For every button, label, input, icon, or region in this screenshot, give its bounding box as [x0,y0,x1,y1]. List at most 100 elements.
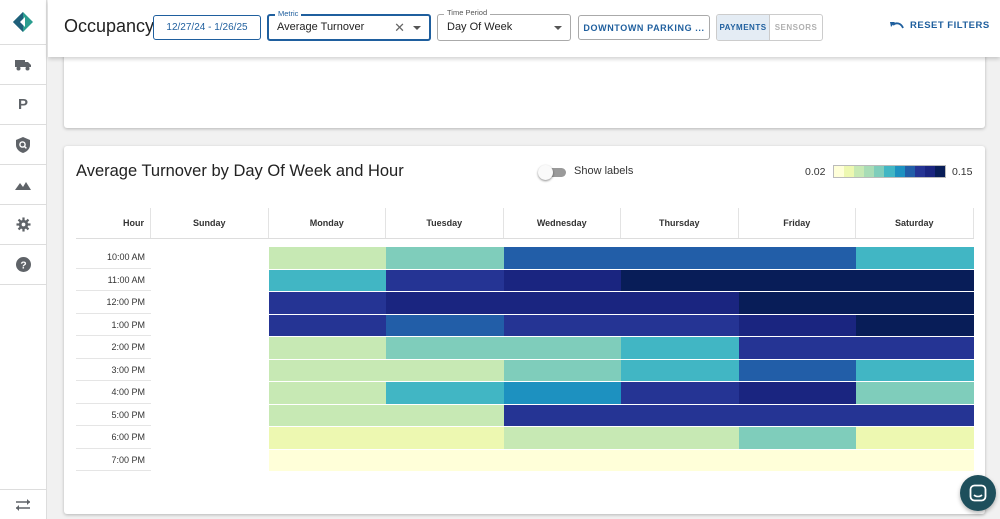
heatmap-cell[interactable] [503,449,621,471]
heatmap-cell[interactable] [386,292,504,314]
heatmap-cell[interactable] [151,337,269,359]
sidebar-item-fleet[interactable] [0,45,46,85]
heatmap-cell[interactable] [856,427,974,449]
heatmap-cell[interactable] [151,314,269,336]
heatmap-cell[interactable] [621,292,739,314]
heatmap-cell[interactable] [621,247,739,269]
location-button[interactable]: DOWNTOWN PARKING ... [578,15,710,40]
chat-button[interactable] [960,475,996,511]
heatmap-cell[interactable] [151,359,269,381]
heatmap-cell[interactable] [151,292,269,314]
heatmap-cell[interactable] [621,314,739,336]
heatmap-cell[interactable] [386,404,504,426]
legend-swatch [904,166,915,177]
heatmap-cell[interactable] [503,404,621,426]
sidebar-item-settings[interactable] [0,205,46,245]
toggle-payments[interactable]: PAYMENTS [717,15,770,40]
toggle-sensors[interactable]: SENSORS [774,23,818,32]
heatmap-cell[interactable] [738,247,856,269]
sidebar-collapse-button[interactable] [0,489,46,519]
heatmap-cell[interactable] [621,404,739,426]
chevron-down-icon[interactable] [554,26,562,30]
heatmap-cell[interactable] [856,269,974,291]
heatmap-cell[interactable] [151,427,269,449]
heatmap-cell[interactable] [151,404,269,426]
heatmap-cell[interactable] [268,337,386,359]
time-period-select[interactable]: Time Period Day Of Week [437,8,571,41]
heatmap-cell[interactable] [621,382,739,404]
metric-select[interactable]: Metric Average Turnover ✕ [267,9,431,41]
heatmap-cell[interactable] [856,404,974,426]
sidebar-item-enforcement[interactable] [0,125,46,165]
heatmap-cell[interactable] [856,292,974,314]
switch-thumb[interactable] [538,165,553,180]
hour-label: 5:00 PM [76,405,151,426]
heatmap-cell[interactable] [386,449,504,471]
heatmap-cell[interactable] [856,314,974,336]
clear-icon[interactable]: ✕ [394,20,405,35]
heatmap-cell[interactable] [268,359,386,381]
heatmap-cell[interactable] [503,247,621,269]
metric-value: Average Turnover [277,21,365,33]
heatmap-cell[interactable] [503,269,621,291]
reset-filters-button[interactable]: RESET FILTERS [890,20,990,31]
heatmap-cell[interactable] [738,449,856,471]
heatmap-cell[interactable] [738,269,856,291]
heatmap-cell[interactable] [151,449,269,471]
heatmap-cell[interactable] [621,269,739,291]
heatmap-cell[interactable] [738,427,856,449]
heatmap-cell[interactable] [738,292,856,314]
heatmap-cell[interactable] [621,359,739,381]
heatmap-cell[interactable] [856,247,974,269]
heatmap-cell[interactable] [386,427,504,449]
heatmap-cell[interactable] [856,449,974,471]
heatmap-cell[interactable] [386,269,504,291]
heatmap-cell[interactable] [386,314,504,336]
heatmap-cell[interactable] [151,269,269,291]
top-bar: Occupancy 12/27/24 - 1/26/25 Metric Aver… [48,0,1000,57]
heatmap-cell[interactable] [738,314,856,336]
show-labels-label: Show labels [574,165,634,177]
heatmap-cell[interactable] [268,382,386,404]
heatmap-cell[interactable] [738,359,856,381]
heatmap-cell[interactable] [503,359,621,381]
heatmap-cell[interactable] [503,337,621,359]
heatmap-cell[interactable] [268,292,386,314]
chevron-down-icon[interactable] [413,26,421,30]
heatmap-cell[interactable] [503,314,621,336]
legend-swatch [874,166,885,177]
heatmap-cell[interactable] [386,382,504,404]
show-labels-switch[interactable] [538,165,566,180]
heatmap-cell[interactable] [151,247,269,269]
svg-text:?: ? [20,260,26,271]
heatmap-cell[interactable] [386,247,504,269]
heatmap-cell[interactable] [503,292,621,314]
app-logo[interactable] [0,0,46,45]
heatmap-cell[interactable] [503,427,621,449]
heatmap-cell[interactable] [621,337,739,359]
heatmap-cell[interactable] [621,427,739,449]
metric-label: Metric [275,9,302,18]
date-range-button[interactable]: 12/27/24 - 1/26/25 [153,15,261,40]
heatmap-cell[interactable] [268,269,386,291]
heatmap-cell[interactable] [856,337,974,359]
heatmap-cell[interactable] [856,382,974,404]
heatmap-cell[interactable] [268,427,386,449]
heatmap-cell[interactable] [738,337,856,359]
heatmap-cell[interactable] [268,247,386,269]
heatmap-cell[interactable] [386,337,504,359]
heatmap-cell[interactable] [268,404,386,426]
sidebar-item-parking[interactable]: P [0,85,46,125]
heatmap-cell[interactable] [738,404,856,426]
heatmap-cell[interactable] [268,314,386,336]
heatmap-cell[interactable] [738,382,856,404]
heatmap-cell[interactable] [151,382,269,404]
heatmap-cell[interactable] [503,382,621,404]
heatmap-cell[interactable] [621,449,739,471]
heatmap-cell[interactable] [268,449,386,471]
heatmap-cell[interactable] [386,359,504,381]
heatmap-cell[interactable] [856,359,974,381]
heatmap-row: 11:00 AM [76,269,974,292]
sidebar-item-analytics[interactable] [0,165,46,205]
sidebar-item-help[interactable]: ? [0,245,46,285]
